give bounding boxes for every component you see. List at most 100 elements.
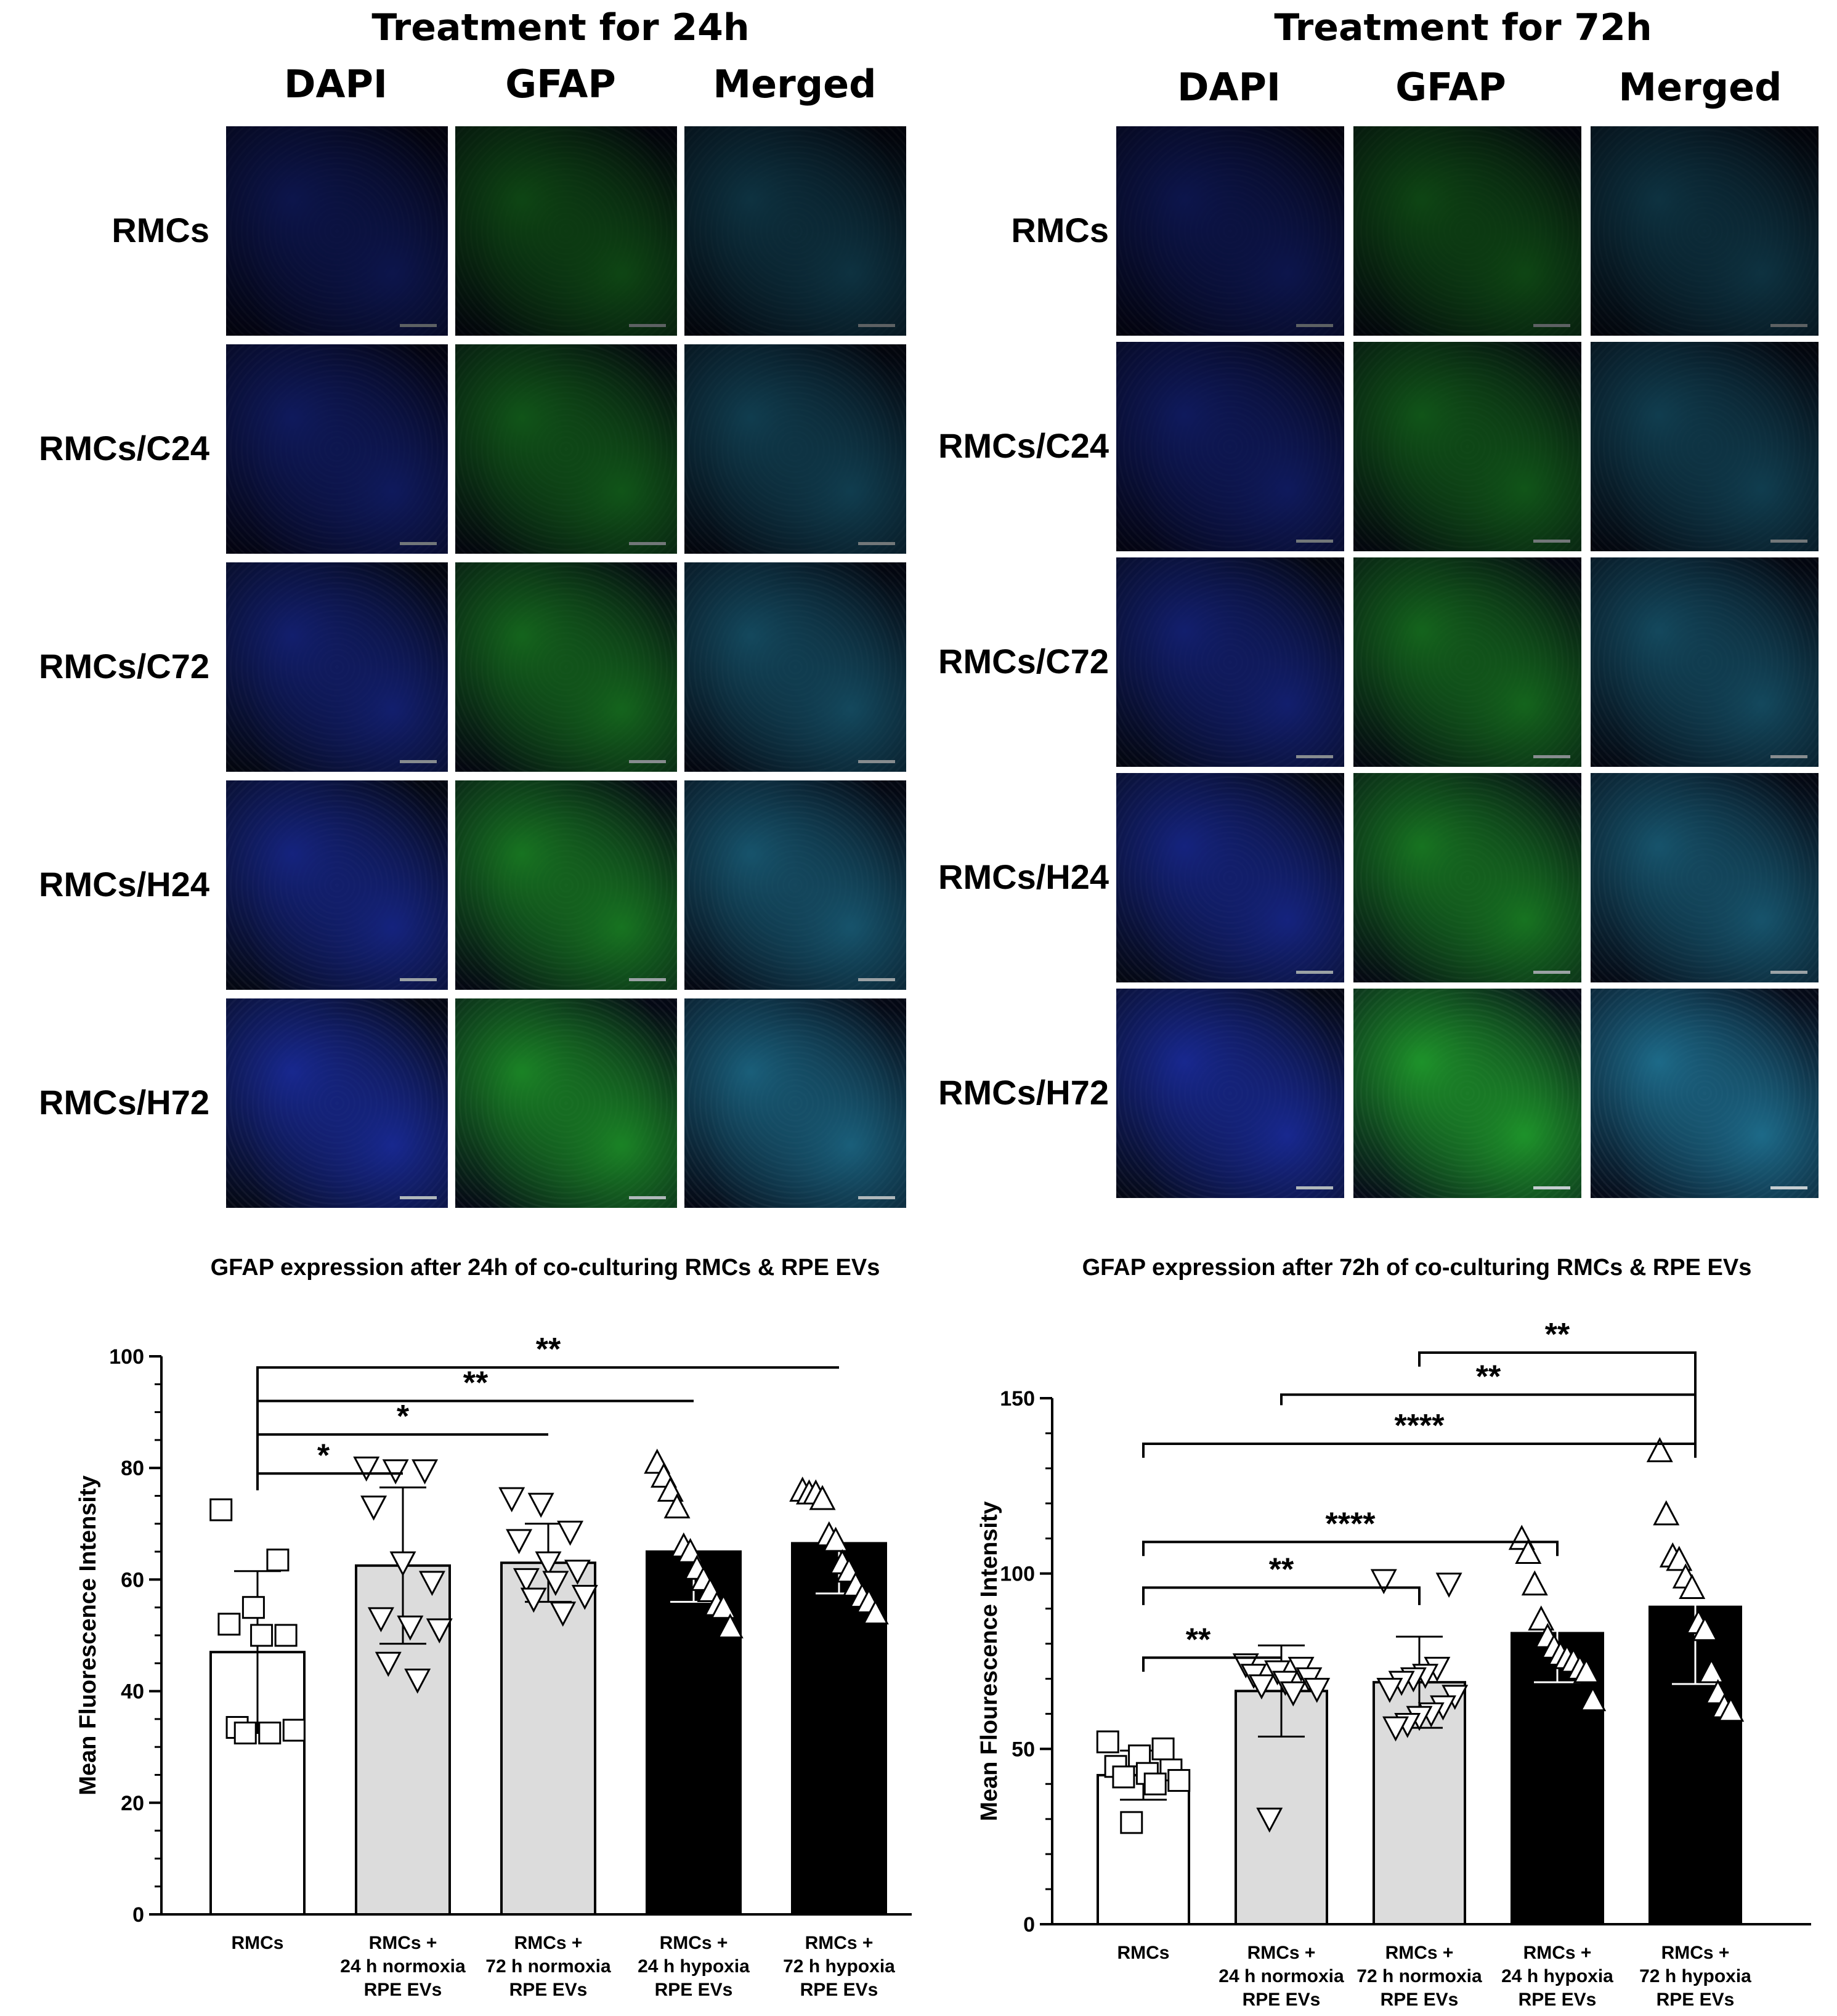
significance-label: * (397, 1399, 410, 1435)
micrograph-dapi-image (1116, 773, 1344, 982)
data-point-triangle-down (1279, 1681, 1307, 1707)
significance-label: ** (1545, 1317, 1570, 1353)
significance-bracket (1280, 1393, 1697, 1444)
row-label: RMCs (112, 211, 209, 249)
data-point-triangle-up (1679, 1574, 1706, 1599)
scale-bar (1296, 324, 1333, 327)
y-tick-label: 80 (121, 1457, 144, 1480)
micrograph-merged-image (1591, 989, 1819, 1198)
significance-label: **** (1395, 1408, 1445, 1444)
micrograph-merged-image (684, 780, 906, 990)
data-point-triangle-down (535, 1551, 562, 1577)
data-point-triangle-down (367, 1607, 394, 1633)
scale-bar (1533, 971, 1570, 974)
micrograph-merged-image (684, 344, 906, 554)
data-point-triangle-down (418, 1571, 445, 1597)
significance-bracket (256, 1433, 548, 1474)
y-tick-label: 60 (121, 1568, 144, 1592)
scale-bar (1533, 1186, 1570, 1189)
scale-bar (1533, 540, 1570, 543)
chart-title: GFAP expression after 72h of co-culturin… (1082, 1255, 1752, 1281)
data-point-triangle-up (1528, 1605, 1555, 1631)
data-point-square (1151, 1737, 1175, 1760)
significance-bracket (256, 1366, 839, 1401)
data-point-triangle-down (412, 1459, 439, 1484)
significance-label: ** (1186, 1622, 1211, 1658)
data-point-triangle-up (1717, 1696, 1745, 1722)
micrograph-dapi-image (1116, 989, 1344, 1198)
y-tick-label: 40 (121, 1680, 144, 1704)
significance-label: **** (1326, 1506, 1376, 1542)
micrograph-gfap-image (455, 780, 677, 990)
data-point-triangle-up (809, 1484, 836, 1510)
panel-title-72h: Treatment for 72h (1274, 6, 1652, 49)
scale-bar (1533, 755, 1570, 758)
scale-bar (629, 1196, 666, 1199)
micrograph-gfap-image (1353, 557, 1581, 767)
data-point-square (258, 1722, 282, 1745)
significance-bracket (256, 1399, 694, 1435)
scale-bar (1770, 755, 1807, 758)
data-point-triangle-up (862, 1599, 889, 1625)
scale-bar (1296, 1186, 1333, 1189)
data-point-triangle-down (1376, 1678, 1403, 1703)
scale-bar (629, 324, 666, 327)
data-point-triangle-down (513, 1568, 540, 1593)
micrograph-dapi-image (1116, 126, 1344, 336)
scale-bar (629, 760, 666, 763)
data-point-square (1120, 1811, 1143, 1834)
data-point-triangle-up (710, 1593, 737, 1619)
x-tick-label: RMCs (231, 1933, 283, 1953)
data-point-triangle-up (1692, 1616, 1719, 1642)
data-point-triangle-up (1698, 1658, 1725, 1683)
scale-bar (400, 542, 437, 545)
y-axis-label: Mean Fluorescence Intensity (75, 1475, 101, 1795)
data-point-triangle-down (1370, 1569, 1397, 1595)
micrograph-gfap-image (455, 344, 677, 554)
data-point-triangle-up (1521, 1570, 1548, 1596)
y-tick-label: 0 (1023, 1913, 1035, 1937)
significance-label: ** (1269, 1552, 1294, 1587)
micrograph-merged-image (684, 562, 906, 772)
scale-bar (400, 760, 437, 763)
micrograph-gfap-image (1353, 126, 1581, 336)
micrograph-merged-image (1591, 126, 1819, 336)
x-tick-label: RMCs +72 h normoxia RPE EVs (485, 1933, 611, 2000)
significance-bracket (1142, 1540, 1559, 1557)
data-point-triangle-down (375, 1651, 402, 1677)
data-point-triangle-down (360, 1496, 387, 1521)
data-point-triangle-up (1515, 1539, 1542, 1565)
data-point-triangle-up (716, 1613, 744, 1638)
row-label: RMCs (1011, 211, 1109, 249)
scale-bar (1770, 540, 1807, 543)
data-point-triangle-down (1248, 1674, 1275, 1700)
micrograph-gfap-image (1353, 773, 1581, 982)
scale-bar (1770, 1186, 1807, 1189)
y-tick-label: 0 (132, 1903, 144, 1927)
data-point-triangle-up (1666, 1545, 1693, 1571)
y-tick-label: 150 (1000, 1387, 1035, 1411)
micrograph-dapi-image (226, 562, 448, 772)
column-header-merged: Merged (713, 62, 877, 107)
y-tick-label: 100 (109, 1345, 144, 1369)
data-point-triangle-down (520, 1587, 547, 1613)
scale-bar (858, 542, 895, 545)
data-point-triangle-down (389, 1551, 416, 1577)
scale-bar (1296, 971, 1333, 974)
column-header-gfap: GFAP (1395, 65, 1506, 110)
data-point-square (282, 1718, 306, 1742)
data-point-square (233, 1722, 257, 1745)
scale-bar (629, 978, 666, 981)
x-tick-label: RMCs +24 h hypoxia RPE EVs (1501, 1943, 1613, 2010)
significance-label: ** (463, 1365, 489, 1401)
x-tick-label: RMCs +72 h hypoxia RPE EVs (783, 1933, 895, 2000)
scale-bar (1770, 324, 1807, 327)
micrograph-dapi-image (1116, 342, 1344, 551)
micrograph-dapi-image (226, 780, 448, 990)
data-point-triangle-down (498, 1487, 525, 1513)
data-point-triangle-down (353, 1456, 380, 1482)
data-point-triangle-down (1382, 1716, 1409, 1742)
data-point-triangle-down (1256, 1807, 1283, 1833)
micrograph-merged-image (1591, 342, 1819, 551)
scale-bar (1296, 540, 1333, 543)
